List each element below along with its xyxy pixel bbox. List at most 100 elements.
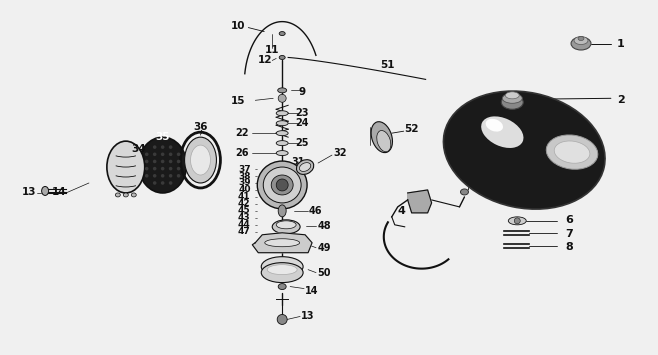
Ellipse shape: [257, 161, 307, 209]
Ellipse shape: [276, 141, 288, 146]
Circle shape: [145, 160, 149, 163]
Text: 39: 39: [238, 179, 251, 187]
Circle shape: [145, 167, 149, 170]
Ellipse shape: [278, 205, 286, 217]
Text: 2: 2: [617, 95, 624, 105]
Ellipse shape: [267, 265, 297, 275]
Text: 15: 15: [231, 96, 245, 106]
Circle shape: [145, 174, 149, 178]
Circle shape: [153, 167, 157, 170]
Circle shape: [161, 167, 164, 170]
Ellipse shape: [265, 239, 299, 247]
Circle shape: [161, 160, 164, 163]
Ellipse shape: [371, 122, 392, 153]
Circle shape: [169, 145, 172, 149]
Circle shape: [161, 145, 164, 149]
Ellipse shape: [132, 193, 136, 197]
Ellipse shape: [508, 217, 526, 225]
Ellipse shape: [271, 175, 293, 195]
Text: 46: 46: [309, 206, 322, 216]
Ellipse shape: [554, 141, 590, 163]
Ellipse shape: [191, 145, 211, 175]
Ellipse shape: [486, 119, 503, 132]
Circle shape: [169, 174, 172, 178]
Text: 31: 31: [291, 157, 305, 167]
Ellipse shape: [501, 95, 523, 109]
Text: 45: 45: [238, 206, 251, 215]
Circle shape: [153, 145, 157, 149]
Text: 42: 42: [238, 200, 251, 208]
Ellipse shape: [184, 137, 216, 183]
Ellipse shape: [115, 193, 120, 197]
Text: 1: 1: [617, 39, 624, 49]
Text: 34: 34: [132, 144, 146, 154]
Ellipse shape: [578, 37, 584, 40]
Circle shape: [153, 174, 157, 178]
Text: 41: 41: [238, 192, 251, 201]
Ellipse shape: [276, 121, 288, 126]
Ellipse shape: [139, 137, 187, 193]
Circle shape: [177, 153, 180, 156]
Circle shape: [153, 181, 157, 185]
Text: 38: 38: [238, 171, 251, 180]
Text: 9: 9: [299, 87, 306, 97]
Circle shape: [177, 167, 180, 170]
Circle shape: [169, 153, 172, 156]
Text: 52: 52: [405, 124, 419, 134]
Circle shape: [169, 167, 172, 170]
Ellipse shape: [276, 111, 288, 116]
Text: 40: 40: [238, 185, 251, 195]
Text: 12: 12: [258, 55, 272, 65]
Text: 37: 37: [238, 164, 251, 174]
Text: 7: 7: [565, 229, 573, 239]
Text: 26: 26: [236, 148, 249, 158]
Text: 10: 10: [231, 21, 245, 31]
Ellipse shape: [263, 167, 301, 203]
Ellipse shape: [574, 37, 588, 44]
Text: 8: 8: [565, 242, 573, 252]
Circle shape: [153, 153, 157, 156]
Circle shape: [177, 174, 180, 178]
Text: 11: 11: [265, 45, 280, 55]
Ellipse shape: [41, 186, 49, 196]
Ellipse shape: [278, 88, 287, 93]
Text: 4: 4: [398, 206, 405, 216]
Text: 22: 22: [236, 128, 249, 138]
Text: 47: 47: [238, 227, 251, 236]
Text: 25: 25: [295, 138, 309, 148]
Text: 14: 14: [52, 187, 66, 197]
Text: 3: 3: [456, 160, 463, 170]
Circle shape: [145, 153, 149, 156]
Ellipse shape: [276, 221, 296, 229]
Polygon shape: [408, 190, 432, 213]
Circle shape: [515, 218, 520, 224]
Ellipse shape: [279, 32, 285, 36]
Circle shape: [278, 94, 286, 102]
Text: 13: 13: [301, 311, 315, 322]
Ellipse shape: [261, 263, 303, 283]
Text: 14: 14: [305, 285, 319, 296]
Text: 44: 44: [238, 220, 251, 229]
Text: 51: 51: [380, 60, 395, 70]
Polygon shape: [252, 233, 312, 253]
Circle shape: [161, 153, 164, 156]
Text: 24: 24: [295, 118, 309, 128]
Text: 43: 43: [238, 213, 251, 222]
Circle shape: [276, 179, 288, 191]
Ellipse shape: [443, 91, 605, 209]
Circle shape: [277, 315, 287, 324]
Circle shape: [161, 181, 164, 185]
Circle shape: [169, 181, 172, 185]
Text: 50: 50: [317, 268, 331, 278]
Ellipse shape: [377, 131, 391, 152]
Ellipse shape: [502, 93, 522, 103]
Ellipse shape: [272, 220, 300, 234]
Ellipse shape: [505, 92, 519, 99]
Text: 35: 35: [155, 132, 170, 142]
Text: 6: 6: [565, 215, 573, 225]
Circle shape: [169, 160, 172, 163]
Ellipse shape: [123, 193, 128, 197]
Ellipse shape: [546, 135, 598, 169]
Ellipse shape: [278, 284, 286, 290]
Text: 48: 48: [317, 221, 331, 231]
